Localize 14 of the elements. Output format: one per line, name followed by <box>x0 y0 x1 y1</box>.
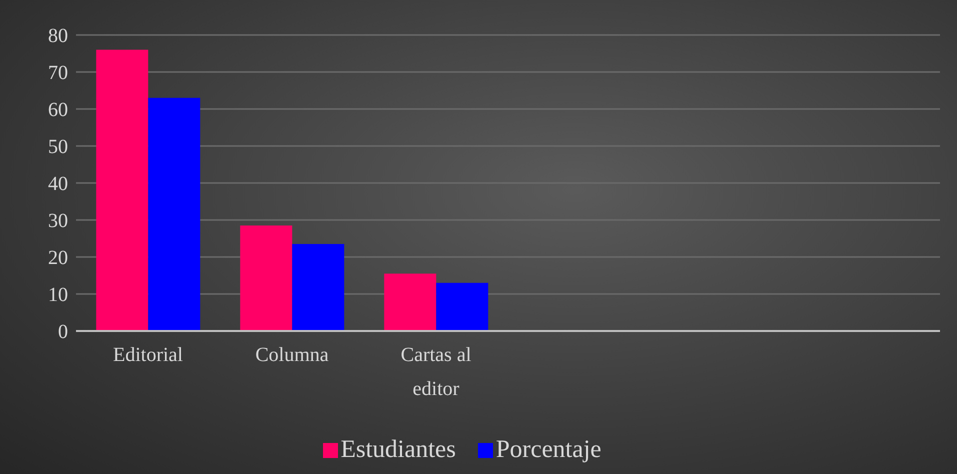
y-tick-label: 30 <box>48 210 68 232</box>
x-tick-label: Editorial <box>113 344 184 366</box>
y-tick-label: 20 <box>48 247 68 270</box>
legend-label: Porcentaje <box>496 436 602 464</box>
y-tick-label: 0 <box>58 321 68 344</box>
y-tick-label: 70 <box>48 62 68 84</box>
y-tick-label: 80 <box>48 25 68 48</box>
y-tick-label: 10 <box>48 284 68 306</box>
x-tick-label: Cartas al editor <box>400 344 472 400</box>
y-tick-label: 40 <box>48 173 68 196</box>
y-tick-label: 50 <box>48 136 68 158</box>
x-tick-label: Columna <box>255 344 329 366</box>
y-tick-label: 60 <box>48 99 68 122</box>
legend-label: Estudiantes <box>340 436 456 464</box>
